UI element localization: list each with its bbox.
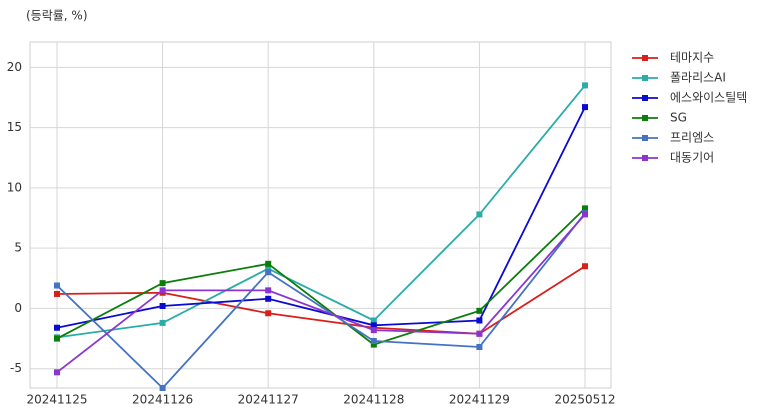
plot-frame bbox=[29, 41, 612, 389]
legend-marker bbox=[642, 155, 648, 161]
point bbox=[582, 211, 588, 218]
point bbox=[159, 287, 166, 294]
y-tick-label: 0 bbox=[14, 301, 22, 315]
point bbox=[476, 344, 483, 351]
series-line bbox=[56, 212, 586, 390]
legend-label: 에스와이스틸텍 bbox=[670, 91, 747, 105]
x-tick-label: 20241129 bbox=[449, 393, 510, 407]
x-tick-label: 20241128 bbox=[343, 393, 404, 407]
point bbox=[582, 82, 588, 89]
point bbox=[54, 324, 60, 331]
point bbox=[476, 330, 483, 337]
x-tick-label: 20241126 bbox=[132, 393, 193, 407]
y-tick-label: 5 bbox=[14, 241, 22, 255]
y-tick-label: -5 bbox=[10, 361, 22, 375]
point bbox=[159, 319, 166, 326]
y-tick-label: 20 bbox=[7, 60, 22, 74]
point bbox=[265, 310, 272, 317]
point bbox=[265, 260, 272, 267]
point bbox=[265, 269, 272, 276]
point bbox=[54, 335, 60, 342]
point bbox=[582, 263, 588, 270]
x-tick-label: 20241127 bbox=[238, 393, 299, 407]
point bbox=[159, 280, 166, 287]
point bbox=[370, 327, 377, 334]
series-line bbox=[56, 207, 586, 346]
point bbox=[54, 282, 60, 289]
point bbox=[265, 265, 272, 272]
point bbox=[476, 317, 483, 324]
point bbox=[54, 290, 60, 297]
legend-label: SG bbox=[670, 111, 687, 125]
point bbox=[54, 369, 60, 376]
point bbox=[370, 341, 377, 348]
legend-label: 대동기어 bbox=[670, 151, 714, 165]
y-tick-label: 10 bbox=[7, 180, 22, 194]
point bbox=[265, 287, 272, 294]
legend-marker bbox=[642, 95, 648, 101]
legend-label: 폴라리스AI bbox=[670, 71, 726, 85]
point bbox=[582, 205, 588, 212]
point bbox=[476, 211, 483, 218]
legend-label: 테마지수 bbox=[670, 51, 714, 65]
legend-marker bbox=[642, 55, 648, 61]
series-line bbox=[56, 106, 586, 329]
series-line bbox=[56, 265, 586, 335]
x-tick-label: 20241125 bbox=[26, 393, 87, 407]
point bbox=[370, 322, 377, 329]
y-tick-label: 15 bbox=[7, 120, 22, 134]
series-line bbox=[56, 213, 586, 374]
point bbox=[159, 385, 166, 391]
series-line bbox=[56, 84, 586, 339]
x-tick-label: 20250512 bbox=[554, 393, 615, 407]
point bbox=[370, 337, 377, 344]
point bbox=[370, 317, 377, 324]
point bbox=[159, 303, 166, 310]
point bbox=[265, 295, 272, 302]
point bbox=[582, 104, 588, 111]
legend-marker bbox=[642, 75, 648, 81]
legend-marker bbox=[642, 135, 648, 141]
point bbox=[476, 307, 483, 314]
legend-label: 프리엠스 bbox=[670, 131, 714, 145]
y-axis-label: (등락률, %) bbox=[26, 9, 88, 23]
legend-marker bbox=[642, 115, 648, 121]
